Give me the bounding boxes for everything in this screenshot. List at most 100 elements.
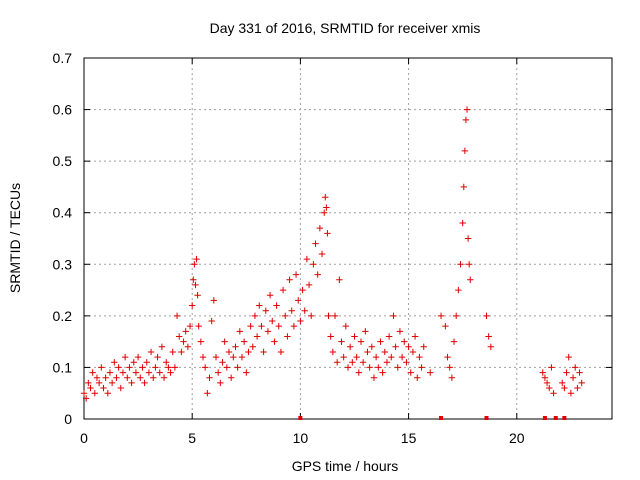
data-point [182, 328, 189, 335]
data-point [156, 369, 163, 376]
data-point [331, 312, 339, 320]
data-point [165, 364, 172, 371]
data-point [117, 384, 124, 392]
data-point [282, 312, 289, 320]
data-point [210, 297, 218, 304]
data-point [550, 390, 557, 397]
y-tick-label: 0.3 [53, 256, 73, 272]
data-point [567, 390, 575, 397]
data-point [448, 374, 456, 381]
data-point [359, 359, 367, 366]
data-point [143, 359, 150, 366]
data-point [188, 302, 196, 309]
data-point [308, 312, 315, 320]
data-point [314, 271, 321, 278]
zero-marker [484, 416, 489, 420]
data-point [111, 359, 118, 366]
data-point [299, 286, 306, 294]
data-point [569, 374, 577, 381]
data-point [91, 390, 99, 397]
data-point [115, 364, 122, 371]
data-point [150, 374, 157, 381]
x-axis-label: GPS time / hours [292, 458, 399, 474]
x-tick-labels: 0 5 10 15 20 [80, 430, 525, 446]
data-point [169, 348, 176, 356]
data-point [377, 338, 384, 345]
data-point [407, 369, 414, 376]
data-point [82, 395, 90, 402]
data-point [375, 364, 382, 371]
data-point [372, 353, 380, 361]
data-point [191, 261, 198, 268]
data-point [132, 369, 140, 376]
data-point [134, 353, 142, 361]
plot-frame [83, 57, 613, 420]
data-point [405, 343, 412, 350]
data-point [442, 322, 449, 330]
data-point [154, 353, 161, 361]
data-point [223, 364, 231, 371]
data-point [190, 276, 197, 283]
data-point [173, 312, 181, 320]
data-point [199, 353, 207, 361]
zero-marker [439, 416, 444, 420]
data-point [366, 364, 373, 371]
data-point [95, 379, 103, 387]
data-point [563, 369, 570, 376]
data-point [327, 333, 334, 340]
data-point [258, 322, 265, 330]
data-point [485, 333, 492, 340]
data-point [578, 379, 585, 387]
data-point [290, 322, 298, 330]
data-point [351, 333, 358, 340]
data-point [460, 183, 467, 191]
data-point [559, 379, 566, 387]
data-point [194, 292, 201, 299]
data-point [409, 348, 417, 356]
data-point [392, 343, 399, 350]
data-point [201, 364, 209, 371]
data-point [253, 333, 261, 340]
data-point [305, 281, 313, 289]
zero-marker [562, 416, 567, 420]
data-point [461, 147, 469, 155]
data-point [381, 348, 388, 356]
data-point [137, 374, 144, 381]
data-point [284, 333, 291, 340]
data-point [273, 302, 280, 309]
data-point [561, 384, 568, 392]
data-point [271, 338, 278, 345]
y-tick-label: 0.4 [53, 205, 73, 221]
data-point [463, 106, 471, 113]
data-point [338, 338, 345, 345]
data-point [487, 343, 495, 350]
x-tick-label: 20 [509, 430, 525, 446]
data-point [106, 369, 114, 376]
data-point [295, 297, 302, 304]
data-point [446, 364, 453, 371]
data-point [342, 322, 350, 330]
data-point [264, 328, 272, 335]
data-point [316, 224, 324, 232]
data-point [574, 384, 581, 392]
zero-markers [298, 416, 567, 420]
y-tick-labels: 0 0.1 0.2 0.3 0.4 0.5 0.6 0.7 [53, 50, 73, 427]
data-point [152, 364, 159, 371]
data-point [178, 348, 185, 356]
data-point [124, 374, 131, 381]
data-point [184, 343, 192, 350]
data-point [459, 219, 466, 227]
x-tick-label: 5 [188, 430, 196, 446]
data-point [539, 369, 546, 376]
data-point [322, 194, 329, 201]
data-point [147, 348, 155, 356]
data-point [401, 338, 408, 345]
data-point [444, 353, 451, 361]
data-point [390, 312, 397, 320]
data-point [483, 312, 490, 320]
data-point [277, 348, 285, 356]
data-point [346, 343, 354, 350]
data-point [464, 235, 472, 242]
data-point [396, 328, 404, 335]
data-point [214, 369, 222, 376]
